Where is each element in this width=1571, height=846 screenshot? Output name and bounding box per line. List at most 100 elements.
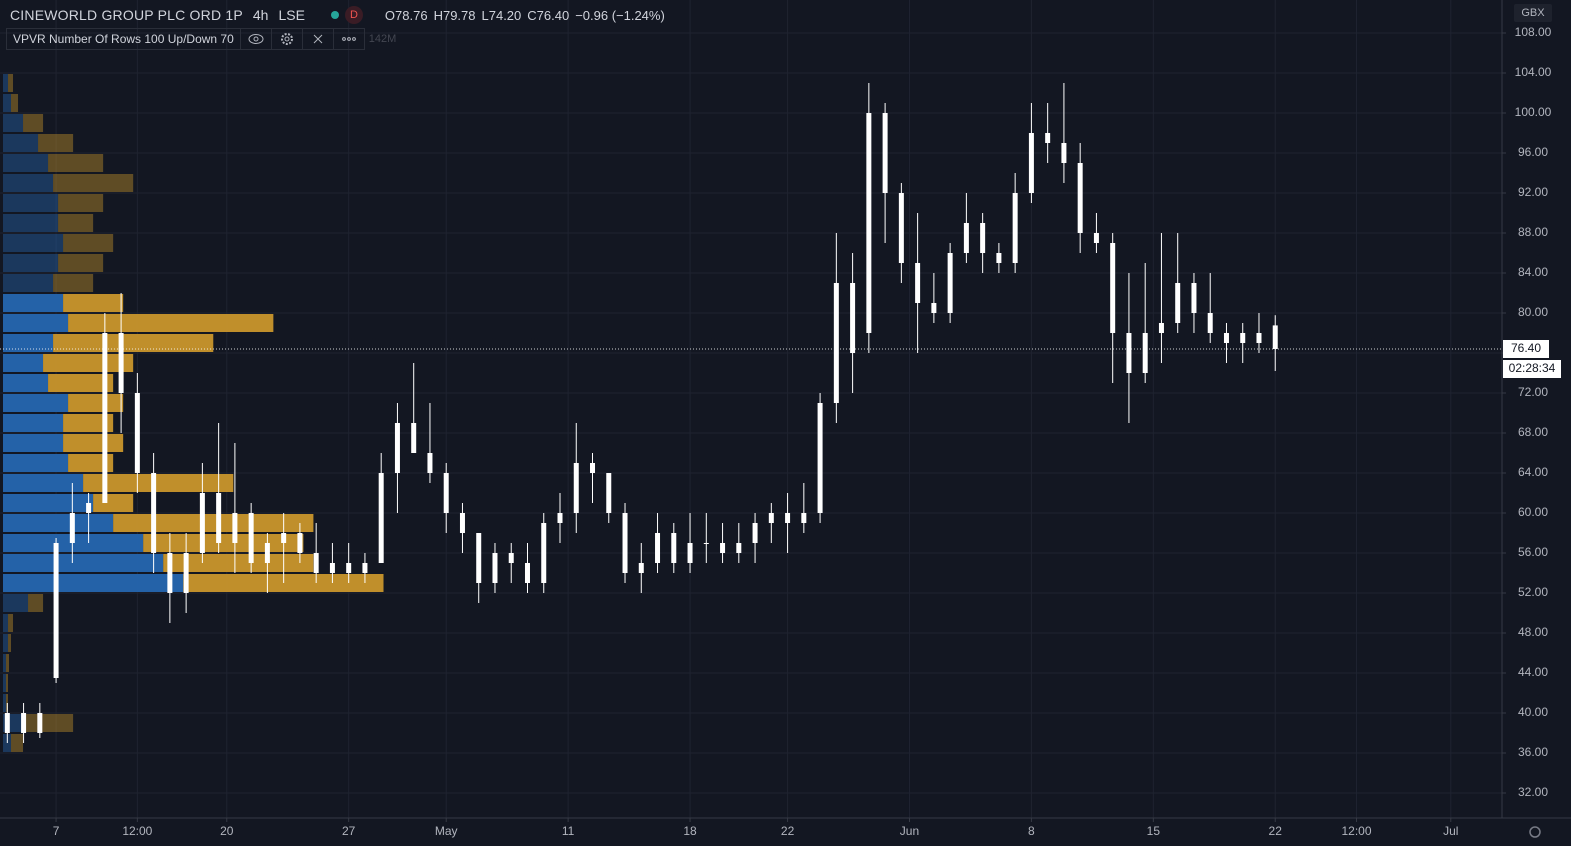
profile-down-bar (38, 134, 74, 152)
low-value: L74.20 (481, 7, 522, 23)
y-tick-label: 88.00 (1518, 225, 1548, 239)
y-tick-label: 108.00 (1515, 25, 1552, 39)
profile-up-bar (3, 674, 7, 692)
countdown-label: 02:28:34 (1509, 361, 1556, 375)
candle-body (362, 563, 368, 573)
y-tick-label: 80.00 (1518, 305, 1548, 319)
profile-down-bar (58, 254, 104, 272)
x-tick-label: 15 (1147, 824, 1161, 838)
candle-body (118, 333, 124, 393)
y-tick-label: 72.00 (1518, 385, 1548, 399)
candle-body (638, 563, 644, 573)
candle-body (817, 403, 823, 513)
profile-up-bar (3, 614, 9, 632)
profile-up-bar (3, 294, 64, 312)
profile-up-bar (3, 554, 164, 572)
candle-body (915, 263, 921, 303)
candle-body (1077, 163, 1083, 233)
candles (0, 83, 1502, 743)
more-icon[interactable] (333, 28, 365, 50)
remove-icon[interactable] (302, 28, 334, 50)
profile-down-bar (53, 274, 94, 292)
y-tick-label: 36.00 (1518, 745, 1548, 759)
profile-up-bar (3, 374, 49, 392)
settings-icon[interactable] (1529, 826, 1541, 838)
candle-body (394, 423, 400, 473)
profile-down-bar (8, 634, 12, 652)
profile-up-bar (3, 114, 24, 132)
profile-up-bar (3, 154, 49, 172)
profile-down-bar (68, 314, 274, 332)
profile-up-bar (3, 454, 69, 472)
x-tick-label: 7 (53, 824, 60, 838)
profile-down-bar (63, 294, 124, 312)
candle-body (1191, 283, 1197, 313)
profile-down-bar (63, 434, 124, 452)
eye-icon[interactable] (240, 28, 272, 50)
x-tick-label: 11 (562, 824, 575, 838)
candle-body (1272, 325, 1278, 349)
candle-body (508, 553, 514, 563)
profile-down-bar (48, 154, 104, 172)
high-value: H79.78 (433, 7, 476, 23)
profile-up-bar (3, 254, 59, 272)
profile-down-bar (28, 594, 44, 612)
dots (341, 37, 356, 41)
candle-body (346, 563, 352, 573)
candle-body (541, 523, 547, 583)
exchange: LSE (278, 7, 305, 23)
profile-down-bar (53, 174, 134, 192)
candle-body (1028, 133, 1034, 193)
candle-body (21, 713, 27, 733)
candle-body (947, 253, 953, 313)
candle-body (1142, 333, 1148, 373)
profile-up-bar (3, 234, 64, 252)
gear (280, 33, 293, 45)
profile-down-bar (11, 94, 19, 112)
open-value: O78.76 (384, 7, 428, 23)
profile-up-bar (3, 514, 114, 532)
legend-header: CINEWORLD GROUP PLC ORD 1P 4h LSE D O78.… (10, 6, 665, 24)
profile-up-bar (3, 214, 59, 232)
profile-down-bar (58, 194, 104, 212)
y-tick-label: 44.00 (1518, 665, 1548, 679)
y-tick-label: 64.00 (1518, 465, 1548, 479)
y-tick-label: 68.00 (1518, 425, 1548, 439)
candle-body (248, 513, 254, 563)
profile-up-bar (3, 334, 54, 352)
candle-body (4, 713, 10, 733)
candle-body (655, 533, 661, 563)
candle-body (199, 493, 205, 553)
y-tick-label: 32.00 (1518, 785, 1548, 799)
profile-down-bar (6, 654, 10, 672)
last-price-label: 76.40 (1511, 341, 1541, 355)
volume-profile (3, 74, 384, 752)
y-tick-label: 52.00 (1518, 585, 1548, 599)
indicator-label[interactable]: VPVR Number Of Rows 100 Up/Down 70 (6, 28, 241, 50)
candle-body (443, 473, 449, 513)
candle-body (476, 533, 482, 583)
profile-up-bar (3, 694, 7, 712)
market-status (330, 11, 339, 19)
candle-body (524, 563, 530, 583)
y-tick-label: 56.00 (1518, 545, 1548, 559)
profile-down-bar (8, 614, 14, 632)
y-tick-label: 100.00 (1515, 105, 1552, 119)
candle-body (557, 513, 563, 523)
price-axis (1502, 0, 1571, 846)
settings-icon[interactable] (271, 28, 303, 50)
candle-body (1012, 193, 1018, 263)
x-tick-label: 27 (342, 824, 356, 838)
candle-body (980, 223, 986, 253)
profile-up-bar (3, 194, 59, 212)
currency-box[interactable] (1514, 4, 1552, 22)
candle-body (898, 193, 904, 263)
candle-body (313, 553, 319, 573)
indicator-volume: 142M (368, 33, 397, 45)
profile-down-bar (58, 214, 94, 232)
candle-body (996, 253, 1002, 263)
candle-body (411, 423, 417, 453)
profile-up-bar (3, 494, 94, 512)
candle-body (606, 473, 612, 513)
